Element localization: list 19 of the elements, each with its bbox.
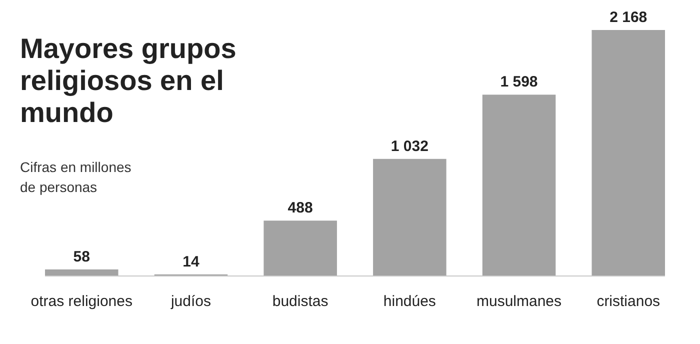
x-tick-label: hindúes xyxy=(383,293,436,310)
data-label: 1 032 xyxy=(390,138,428,155)
x-tick-label: musulmanes xyxy=(476,293,562,310)
data-label: 2 168 xyxy=(610,9,648,26)
bar xyxy=(264,220,337,276)
bar xyxy=(45,269,118,276)
data-label: 14 xyxy=(182,253,200,270)
bar xyxy=(592,30,665,276)
x-tick-label: cristianos xyxy=(596,293,660,310)
data-label: 58 xyxy=(73,248,90,266)
x-tick-label: budistas xyxy=(272,293,328,310)
bar xyxy=(373,158,446,276)
text: Cifras en millones de personas xyxy=(20,159,132,195)
data-label: 1 598 xyxy=(500,74,538,91)
data-label: 488 xyxy=(288,200,313,217)
bar xyxy=(482,94,556,276)
x-tick-label: otras religiones xyxy=(30,293,132,310)
x-tick-label: judíos xyxy=(170,293,211,310)
text: Mayores grupos religiosos en el mundo xyxy=(20,33,236,128)
